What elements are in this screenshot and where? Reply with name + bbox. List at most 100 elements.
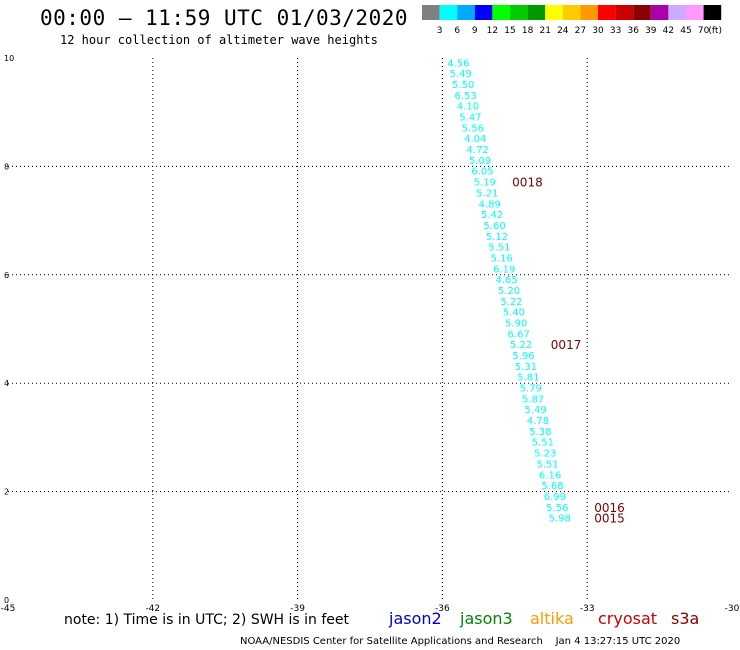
wave-height-label: 4.65 [495,275,517,286]
wave-height-label: 5.21 [476,188,498,199]
color-bar-unit: (ft) [708,26,722,36]
color-swatch [598,5,616,20]
color-bar-tick-label: 30 [592,26,604,36]
x-tick-label: -39 [290,604,305,612]
wave-height-label: 5.68 [541,481,563,492]
units-note: note: 1) Time is in UTC; 2) SWH is in fe… [64,612,350,628]
color-bar-tick-label: 27 [575,26,586,36]
wave-height-label: 5.50 [452,80,474,91]
wave-height-label: 5.96 [512,351,534,362]
color-bar-tick-label: 15 [504,26,515,36]
pass-time-label: 0015 [594,512,625,526]
wave-height-label: 6.53 [454,91,476,102]
wave-height-label: 5.87 [522,394,544,405]
color-bar-tick-label: 9 [472,26,478,36]
wave-height-label: 4.04 [464,134,486,145]
color-swatch [615,5,634,20]
wave-height-label: 6.67 [508,329,530,340]
color-bar-tick-label: 36 [627,26,639,36]
color-swatch [527,5,546,20]
color-swatch [562,5,581,20]
pass-time-label: 0016 [594,501,625,515]
color-swatch [650,5,669,20]
wave-height-label: 6.16 [539,470,561,481]
wave-height-label: 4.10 [457,102,479,113]
wave-height-color-bar: 3 6 9 12 15 18 21 24 27 30 33 36 39 42 45 70 (ft) [422,5,722,36]
y-tick-label: 0 [4,596,9,605]
wave-height-label: 5.98 [549,514,571,525]
color-bar-tick-label: 39 [645,26,657,36]
x-tick-label: -33 [580,604,595,612]
color-swatch [439,5,458,20]
color-swatch [633,5,651,20]
wave-height-label: 5.47 [459,113,481,124]
wave-height-label: 5.49 [524,405,546,416]
credit-text: NOAA/NESDIS Center for Satellite Applica… [240,636,543,647]
color-bar-tick-label: 42 [663,26,674,36]
wave-height-label: 5.22 [500,297,522,308]
color-swatch [492,5,510,20]
wave-height-label: 5.51 [532,438,554,449]
wave-height-label: 5.60 [483,221,505,232]
y-tick-label: 2 [4,488,9,497]
x-tick-label: -30 [725,604,740,612]
color-swatch [545,5,563,20]
color-swatch [668,5,686,20]
y-tick-label: 4 [4,379,9,388]
x-tick-label: -42 [145,604,160,612]
legend-s3a: s3a [671,609,700,628]
wave-height-label: 5.49 [450,69,472,80]
wave-height-label: 6.19 [493,264,515,275]
chart-subtitle: 12 hour collection of altimeter wave hei… [60,33,378,47]
wave-height-label: 4.78 [527,416,549,427]
y-tick-label: 8 [4,162,9,171]
color-bar-tick-label: 70 [698,26,710,36]
wave-height-label: 5.22 [510,340,532,351]
legend-jason3: jason3 [460,609,513,628]
wave-height-label: 5.40 [503,308,525,319]
wave-height-label: 5.09 [469,156,491,167]
timestamp-text: Jan 4 13:27:15 UTC 2020 [555,636,681,647]
wave-height-label: 5.51 [488,243,510,254]
color-swatch [474,5,493,20]
legend-jason2: jason2 [389,609,442,628]
legend-cryosat: cryosat [598,609,658,628]
wave-height-label: 4.56 [447,58,469,69]
color-bar-tick-label: 24 [557,26,569,36]
x-tick-label: -36 [435,604,450,612]
wave-height-label: 5.23 [534,449,556,460]
chart-title: 00:00 – 11:59 UTC 01/03/2020 [40,6,409,30]
color-swatch [457,5,475,20]
wave-height-label: 6.05 [471,167,493,178]
legend-altika: altika [530,609,574,628]
wave-height-label: 4.89 [479,199,501,210]
color-bar-tick-label: 18 [522,26,534,36]
wave-height-label: 5.42 [481,210,503,221]
wave-height-label: 5.16 [491,253,513,264]
wave-height-label: 5.79 [520,384,542,395]
color-swatch [422,5,440,20]
wave-height-label: 5.90 [505,318,527,329]
y-tick-label: 6 [4,271,9,280]
wave-height-label: 5.12 [486,232,508,243]
wave-height-label: 5.56 [462,123,484,134]
color-swatch [703,5,722,20]
wave-height-label: 5.19 [474,178,496,189]
color-bar-tick-label: 12 [487,26,498,36]
color-swatch [686,5,704,20]
wave-height-label: 4.72 [467,145,489,156]
color-bar-tick-label: 3 [437,26,443,36]
wave-height-label: 5.51 [537,459,559,470]
footer-credit: NOAA/NESDIS Center for Satellite Applica… [240,636,680,647]
color-swatch [580,5,598,20]
color-bar-tick-label: 45 [680,26,691,36]
wave-height-label: 5.56 [546,503,568,514]
pass-time-label: 0018 [512,176,543,190]
wave-height-label: 5.81 [517,373,539,384]
color-bar-tick-label: 21 [539,26,550,36]
y-tick-label: 10 [4,54,14,63]
wave-height-label: 5.38 [529,427,551,438]
color-bar-tick-label: 33 [610,26,621,36]
